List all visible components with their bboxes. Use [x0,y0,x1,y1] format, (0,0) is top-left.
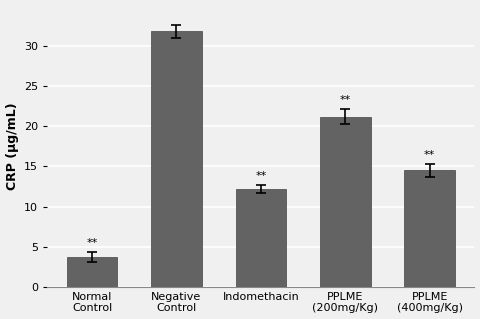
Y-axis label: CRP (μg/mL): CRP (μg/mL) [6,102,19,190]
Bar [404,170,455,287]
Bar [320,116,371,287]
Bar [67,257,117,287]
Bar [151,31,202,287]
Text: **: ** [424,150,435,160]
Text: **: ** [255,171,266,181]
Text: **: ** [86,238,97,249]
Text: **: ** [340,95,351,105]
Bar [236,189,286,287]
